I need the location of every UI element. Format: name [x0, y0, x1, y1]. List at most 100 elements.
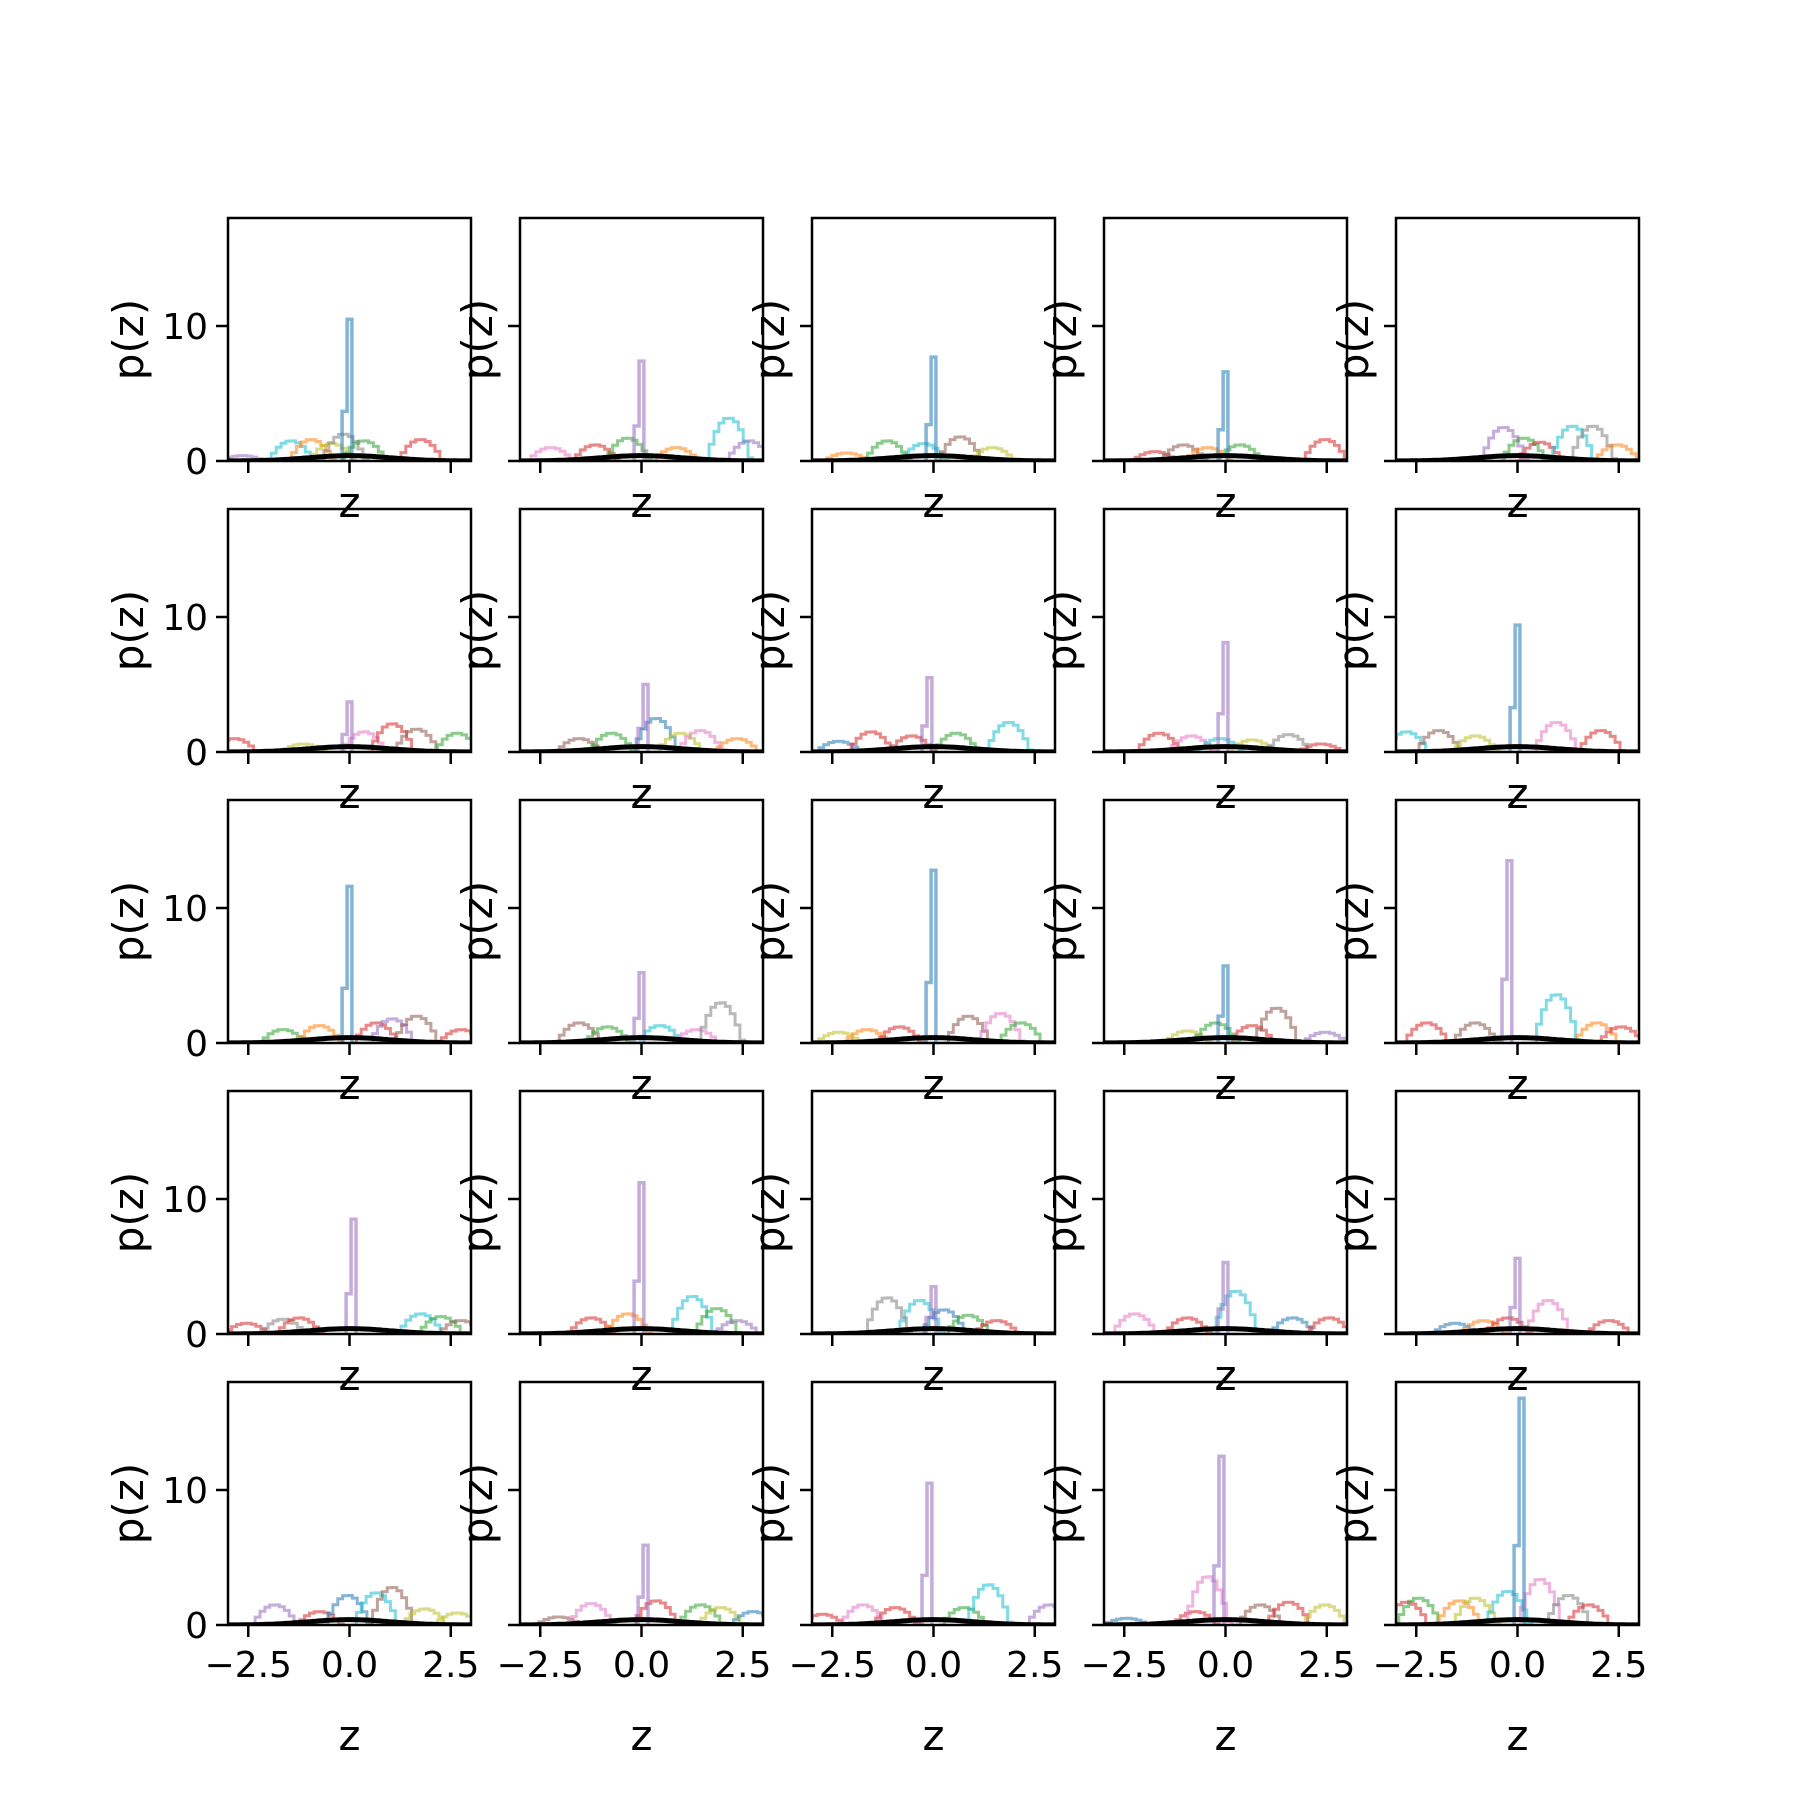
- y-axis-label: p(z): [1329, 299, 1378, 380]
- hist-bump: [631, 717, 683, 752]
- y-axis-label: p(z): [104, 299, 153, 380]
- hist-spike: [636, 682, 650, 752]
- hist-bump: [1251, 1006, 1303, 1043]
- x-axis-label: z: [338, 769, 360, 818]
- hist-bump: [724, 439, 763, 461]
- hist-bump: [1158, 443, 1210, 461]
- hist-spike: [924, 355, 938, 461]
- panel-4-2: z p(z): [453, 1089, 765, 1400]
- hist-bump: [1191, 1021, 1242, 1043]
- x-tick-label: −2.5: [1081, 1645, 1168, 1686]
- x-axis-label: z: [922, 1060, 944, 1109]
- x-axis-label: z: [1214, 478, 1236, 527]
- hist-bump: [416, 1315, 467, 1334]
- hist-bump: [432, 731, 471, 752]
- panel-3-5: z p(z): [1329, 798, 1641, 1109]
- y-axis-label: p(z): [1037, 1172, 1086, 1253]
- x-axis-label: z: [630, 769, 652, 818]
- plot-area: [228, 1586, 471, 1625]
- hist-bump: [814, 1030, 865, 1043]
- panel-5-4: −2.5 0.0 2.5 z p(z): [1037, 1380, 1355, 1760]
- hist-bump: [436, 1028, 471, 1043]
- hist-bump: [554, 1021, 606, 1043]
- y-axis-label: p(z): [1037, 299, 1086, 380]
- hist-bump: [526, 446, 577, 461]
- x-tick-label: 0.0: [321, 1645, 378, 1686]
- panel-5-1: −2.5 0.0 2.5 z 0 10p(z): [104, 1380, 479, 1760]
- plot-area: [1104, 1260, 1347, 1334]
- hist-spike: [1508, 1256, 1522, 1334]
- hist-bump: [1300, 438, 1347, 461]
- panel-frame: [226, 798, 473, 1045]
- x-axis-label: z: [630, 1060, 652, 1109]
- y-axis-label: p(z): [453, 1172, 502, 1253]
- plot-area: [520, 682, 763, 752]
- x-tick-label: −2.5: [205, 1645, 292, 1686]
- plot-area: [1104, 370, 1347, 461]
- panel-2-1: z 0 10p(z): [104, 507, 473, 818]
- hist-bump: [1211, 1289, 1263, 1334]
- y-axis-label: p(z): [1329, 881, 1378, 962]
- x-tick-label: 0.0: [1197, 1645, 1254, 1686]
- x-axis-label: z: [1506, 1060, 1528, 1109]
- x-axis-label: z: [630, 1351, 652, 1400]
- hist-spike: [1216, 964, 1230, 1043]
- plot-area: [228, 317, 471, 461]
- panel-3-2: z p(z): [453, 798, 765, 1109]
- hist-bump: [1523, 1299, 1575, 1334]
- x-axis-label: z: [338, 1351, 360, 1400]
- panel-1-2: z p(z): [453, 216, 765, 527]
- hist-bump: [935, 435, 987, 461]
- panel-4-3: z p(z): [745, 1089, 1057, 1400]
- plot-area: [1396, 623, 1639, 752]
- x-axis-label: z: [1214, 769, 1236, 818]
- y-axis-label: p(z): [453, 1463, 502, 1544]
- plot-area: [520, 971, 763, 1043]
- y-axis-label: p(z): [453, 299, 502, 380]
- hist-bump: [1479, 426, 1530, 461]
- plot-area: [812, 868, 1055, 1043]
- hist-bump: [392, 727, 443, 752]
- x-axis-label: z: [922, 478, 944, 527]
- hist-spike: [632, 359, 646, 461]
- hist-bump: [631, 1599, 683, 1625]
- hist-spike: [636, 1543, 650, 1625]
- plot-area: [520, 359, 763, 461]
- hist-bump: [939, 1606, 991, 1625]
- hist-bump: [274, 1316, 326, 1334]
- hist-bump: [862, 439, 914, 461]
- hist-spike: [920, 676, 934, 752]
- hist-bump: [586, 731, 638, 752]
- x-tick-label: −2.5: [789, 1645, 876, 1686]
- hist-bump: [963, 1583, 1015, 1625]
- plot-area: [1104, 640, 1347, 752]
- hist-spike: [1216, 1260, 1230, 1334]
- panel-2-2: z p(z): [453, 507, 765, 818]
- hist-bump: [570, 443, 622, 461]
- hist-bump: [1584, 1319, 1635, 1334]
- hist-bump: [258, 1317, 310, 1334]
- panel-1-1: z 0 10p(z): [104, 216, 473, 527]
- plot-area: [1104, 964, 1347, 1043]
- plot-area: [1396, 1396, 1639, 1625]
- hist-bump: [566, 1602, 618, 1625]
- y-axis-label: p(z): [453, 590, 502, 671]
- panel-frame: [810, 1089, 1057, 1336]
- hist-spike: [924, 1285, 938, 1334]
- x-tick-label: 0.0: [905, 1645, 962, 1686]
- plot-area: [520, 1543, 763, 1625]
- hist-bump: [1264, 1600, 1315, 1625]
- panel-2-5: z p(z): [1329, 507, 1641, 818]
- x-axis-label: z: [630, 1711, 652, 1760]
- x-axis-label: z: [922, 1711, 944, 1760]
- hist-bump: [1235, 1603, 1287, 1625]
- hist-bump: [1402, 1021, 1453, 1043]
- hist-spike: [1500, 859, 1514, 1043]
- y-axis-label: p(z): [453, 881, 502, 962]
- hist-bump: [339, 730, 391, 752]
- plot-area: [812, 355, 1055, 461]
- y-tick-label: 0: [185, 442, 208, 483]
- y-axis-label: p(z): [745, 881, 794, 962]
- x-axis-label: z: [1506, 769, 1528, 818]
